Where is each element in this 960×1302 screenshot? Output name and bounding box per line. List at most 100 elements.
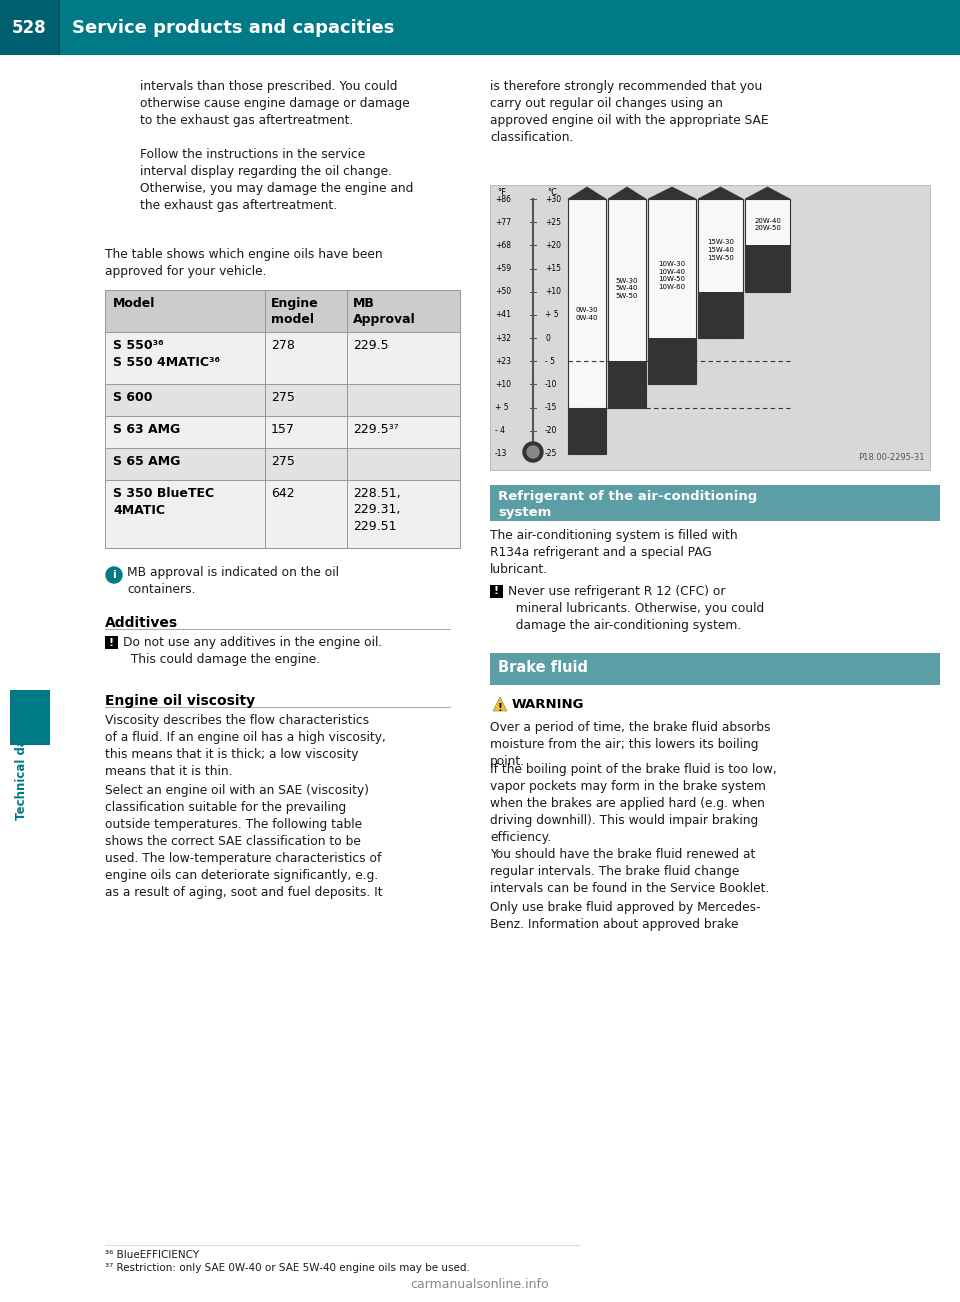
- Polygon shape: [745, 187, 790, 199]
- Text: 0W-30
0W-40: 0W-30 0W-40: [576, 307, 598, 320]
- Text: P18.00-2295-31: P18.00-2295-31: [858, 453, 925, 462]
- Text: MB approval is indicated on the oil
containers.: MB approval is indicated on the oil cont…: [127, 566, 339, 596]
- Text: -13: -13: [495, 449, 508, 458]
- Text: -25: -25: [545, 449, 558, 458]
- Text: You should have the brake fluid renewed at
regular intervals. The brake fluid ch: You should have the brake fluid renewed …: [490, 848, 769, 894]
- Text: +30: +30: [545, 194, 562, 203]
- Text: - 5: - 5: [545, 357, 555, 366]
- Polygon shape: [493, 697, 507, 711]
- Text: +59: +59: [495, 264, 511, 273]
- Text: i: i: [112, 570, 116, 579]
- Text: °F: °F: [497, 187, 506, 197]
- Text: MB
Approval: MB Approval: [353, 297, 416, 326]
- Text: - 4: - 4: [495, 426, 505, 435]
- Text: ³⁶ BlueEFFICIENCY: ³⁶ BlueEFFICIENCY: [105, 1250, 199, 1260]
- Text: !: !: [497, 703, 502, 713]
- Bar: [105, 384, 460, 417]
- Text: -15: -15: [545, 404, 558, 413]
- Bar: [10, 690, 50, 745]
- Bar: [490, 654, 940, 685]
- Text: Additives: Additives: [105, 616, 179, 630]
- Bar: [608, 361, 646, 408]
- Text: 229.5: 229.5: [353, 339, 389, 352]
- Text: Model: Model: [113, 297, 156, 310]
- Bar: [568, 199, 606, 454]
- Text: intervals than those prescribed. You could
otherwise cause engine damage or dama: intervals than those prescribed. You cou…: [140, 79, 410, 128]
- Polygon shape: [608, 187, 646, 199]
- Bar: [698, 292, 743, 339]
- Text: +10: +10: [545, 288, 561, 297]
- Text: + 5: + 5: [545, 310, 559, 319]
- Text: +86: +86: [495, 194, 511, 203]
- Text: +32: +32: [495, 333, 511, 342]
- Text: 528: 528: [12, 20, 46, 36]
- Text: Select an engine oil with an SAE (viscosity)
classification suitable for the pre: Select an engine oil with an SAE (viscos…: [105, 784, 383, 898]
- Bar: [105, 480, 460, 548]
- Text: !: !: [108, 638, 114, 647]
- Bar: [698, 199, 743, 339]
- Text: !: !: [494, 586, 499, 596]
- Bar: [105, 448, 460, 480]
- Text: 275: 275: [271, 454, 295, 467]
- Bar: [490, 585, 503, 598]
- Bar: [105, 417, 460, 448]
- Text: Brake fluid: Brake fluid: [498, 660, 588, 674]
- Bar: [58, 0, 60, 55]
- Text: + 5: + 5: [495, 404, 509, 413]
- Bar: [568, 408, 606, 454]
- Text: Do not use any additives in the engine oil.
  This could damage the engine.: Do not use any additives in the engine o…: [123, 635, 382, 667]
- Text: carmanualsonline.info: carmanualsonline.info: [411, 1279, 549, 1292]
- Text: is therefore strongly recommended that you
carry out regular oil changes using a: is therefore strongly recommended that y…: [490, 79, 769, 145]
- Text: +41: +41: [495, 310, 511, 319]
- Text: +15: +15: [545, 264, 561, 273]
- Bar: [490, 486, 940, 521]
- Text: If the boiling point of the brake fluid is too low,
vapor pockets may form in th: If the boiling point of the brake fluid …: [490, 763, 777, 844]
- Text: Viscosity describes the flow characteristics
of a fluid. If an engine oil has a : Viscosity describes the flow characteris…: [105, 713, 386, 779]
- Bar: [105, 332, 460, 384]
- Text: -20: -20: [545, 426, 558, 435]
- Text: 278: 278: [271, 339, 295, 352]
- Text: +20: +20: [545, 241, 561, 250]
- Text: 275: 275: [271, 391, 295, 404]
- Bar: [745, 199, 790, 292]
- Text: 228.51,
229.31,
229.51: 228.51, 229.31, 229.51: [353, 487, 400, 533]
- Text: S 600: S 600: [113, 391, 153, 404]
- Text: +68: +68: [495, 241, 511, 250]
- Text: ³⁷ Restriction: only SAE 0W-40 or SAE 5W-40 engine oils may be used.: ³⁷ Restriction: only SAE 0W-40 or SAE 5W…: [105, 1263, 469, 1273]
- Text: S 65 AMG: S 65 AMG: [113, 454, 180, 467]
- Polygon shape: [698, 187, 743, 199]
- Text: 5W-30
5W-40
5W-50: 5W-30 5W-40 5W-50: [615, 277, 638, 298]
- Circle shape: [523, 441, 543, 462]
- Text: Service products and capacities: Service products and capacities: [72, 20, 395, 36]
- Bar: [0, 0, 960, 55]
- Text: 20W-40
20W-50: 20W-40 20W-50: [754, 217, 780, 232]
- Text: -10: -10: [545, 380, 558, 389]
- Polygon shape: [568, 187, 606, 199]
- Bar: [648, 339, 696, 384]
- Bar: [648, 199, 696, 384]
- Circle shape: [106, 566, 122, 583]
- Bar: [745, 245, 790, 292]
- Text: 10W-30
10W-40
10W-50
10W-60: 10W-30 10W-40 10W-50 10W-60: [659, 262, 685, 290]
- Text: Engine oil viscosity: Engine oil viscosity: [105, 694, 255, 708]
- Text: +10: +10: [495, 380, 511, 389]
- Bar: [105, 635, 118, 648]
- Text: S 550³⁶
S 550 4MATIC³⁶: S 550³⁶ S 550 4MATIC³⁶: [113, 339, 220, 368]
- Text: 15W-30
15W-40
15W-50: 15W-30 15W-40 15W-50: [707, 240, 734, 260]
- Polygon shape: [648, 187, 696, 199]
- Text: 642: 642: [271, 487, 295, 500]
- Text: 229.5³⁷: 229.5³⁷: [353, 423, 398, 436]
- Text: +77: +77: [495, 217, 511, 227]
- Text: WARNING: WARNING: [512, 698, 585, 711]
- Text: Engine
model: Engine model: [271, 297, 319, 326]
- Bar: [608, 199, 646, 408]
- Bar: [105, 290, 460, 332]
- Text: 0: 0: [545, 333, 550, 342]
- Circle shape: [527, 447, 539, 458]
- Text: °C: °C: [547, 187, 557, 197]
- Text: +23: +23: [495, 357, 511, 366]
- Text: +25: +25: [545, 217, 561, 227]
- Text: 157: 157: [271, 423, 295, 436]
- Text: Never use refrigerant R 12 (CFC) or
  mineral lubricants. Otherwise, you could
 : Never use refrigerant R 12 (CFC) or mine…: [508, 585, 764, 631]
- Text: Only use brake fluid approved by Mercedes-
Benz. Information about approved brak: Only use brake fluid approved by Mercede…: [490, 901, 760, 931]
